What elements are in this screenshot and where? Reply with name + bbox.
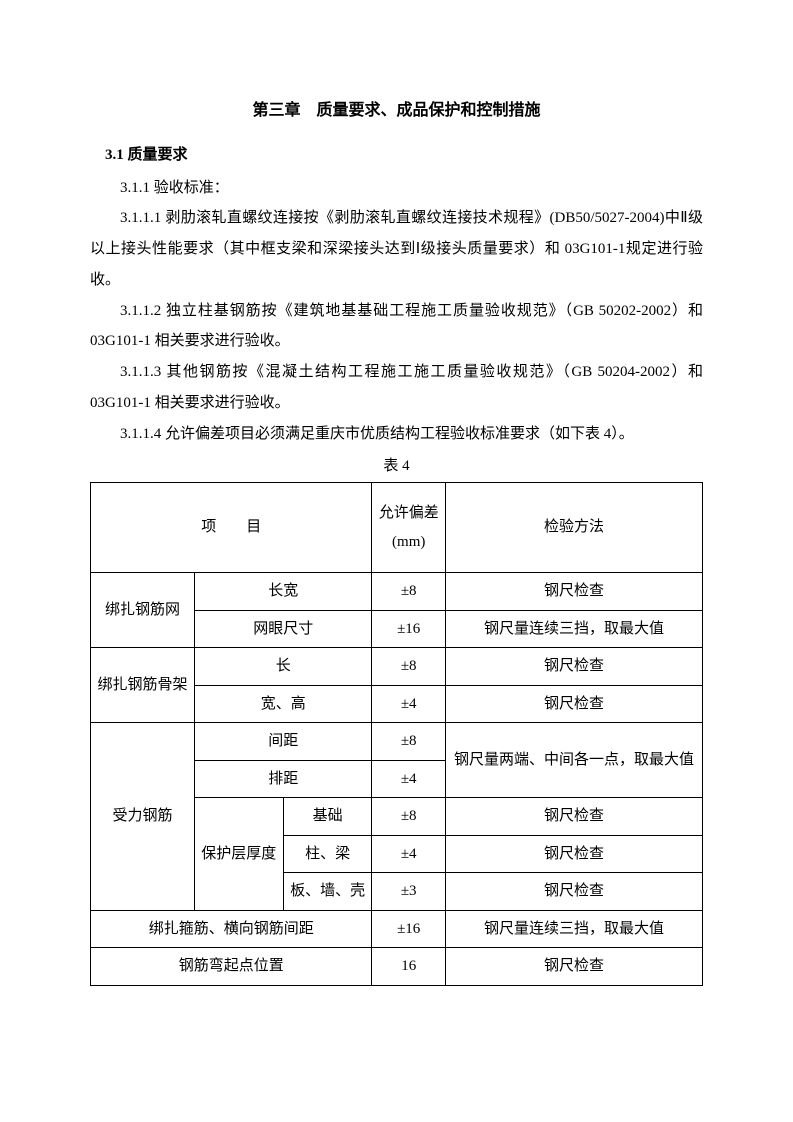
chapter-title: 第三章 质量要求、成品保护和控制措施 bbox=[90, 95, 703, 128]
cell-item: 长 bbox=[194, 648, 372, 686]
table-caption: 表 4 bbox=[90, 451, 703, 482]
cell-method: 钢尺检查 bbox=[445, 948, 702, 986]
header-deviation: 允许偏差 (mm) bbox=[372, 483, 445, 573]
table-row: 绑扎钢筋网 长宽 ±8 钢尺检查 bbox=[91, 573, 703, 611]
cell-method: 钢尺量连续三挡，取最大值 bbox=[445, 610, 702, 648]
para-3-1-1-3: 3.1.1.3 其他钢筋按《混凝土结构工程施工施工质量验收规范》（GB 5020… bbox=[90, 357, 703, 419]
table-row: 钢筋弯起点位置 16 钢尺检查 bbox=[91, 948, 703, 986]
cell-dev: ±8 bbox=[372, 798, 445, 836]
cell-dev: ±8 bbox=[372, 648, 445, 686]
cell-group1-label: 绑扎钢筋网 bbox=[91, 573, 195, 648]
cell-group5-label: 钢筋弯起点位置 bbox=[91, 948, 372, 986]
cell-group3-label: 受力钢筋 bbox=[91, 723, 195, 911]
cell-dev: ±4 bbox=[372, 685, 445, 723]
para-3-1-1-4: 3.1.1.4 允许偏差项目必须满足重庆市优质结构工程验收标准要求（如下表 4）… bbox=[90, 419, 703, 450]
section-title-3-1: 3.1 质量要求 bbox=[90, 140, 703, 171]
cell-method: 钢尺检查 bbox=[445, 873, 702, 911]
cell-item: 长宽 bbox=[194, 573, 372, 611]
cell-group4-label: 绑扎箍筋、横向钢筋间距 bbox=[91, 910, 372, 948]
cell-item: 网眼尺寸 bbox=[194, 610, 372, 648]
cell-dev: ±16 bbox=[372, 610, 445, 648]
para-3-1-1-1: 3.1.1.1 剥肋滚轧直螺纹连接按《剥肋滚轧直螺纹连接技术规程》(DB50/5… bbox=[90, 203, 703, 295]
cell-method: 钢尺量连续三挡，取最大值 bbox=[445, 910, 702, 948]
cell-method: 钢尺检查 bbox=[445, 573, 702, 611]
header-method: 检验方法 bbox=[445, 483, 702, 573]
table-header-row: 项 目 允许偏差 (mm) 检验方法 bbox=[91, 483, 703, 573]
cell-dev: ±8 bbox=[372, 573, 445, 611]
cell-item: 板、墙、壳 bbox=[283, 873, 372, 911]
cell-method: 钢尺检查 bbox=[445, 798, 702, 836]
cell-dev: ±4 bbox=[372, 760, 445, 798]
cell-dev: ±8 bbox=[372, 723, 445, 761]
cell-dev: ±16 bbox=[372, 910, 445, 948]
table-row: 受力钢筋 间距 ±8 钢尺量两端、中间各一点，取最大值 bbox=[91, 723, 703, 761]
cell-method: 钢尺检查 bbox=[445, 835, 702, 873]
cell-sub-label: 保护层厚度 bbox=[194, 798, 283, 911]
cell-dev: ±3 bbox=[372, 873, 445, 911]
cell-item: 基础 bbox=[283, 798, 372, 836]
cell-item: 排距 bbox=[194, 760, 372, 798]
cell-dev: 16 bbox=[372, 948, 445, 986]
table-row: 绑扎箍筋、横向钢筋间距 ±16 钢尺量连续三挡，取最大值 bbox=[91, 910, 703, 948]
header-item: 项 目 bbox=[91, 483, 372, 573]
cell-method: 钢尺检查 bbox=[445, 685, 702, 723]
cell-group2-label: 绑扎钢筋骨架 bbox=[91, 648, 195, 723]
cell-dev: ±4 bbox=[372, 835, 445, 873]
table-row: 绑扎钢筋骨架 长 ±8 钢尺检查 bbox=[91, 648, 703, 686]
cell-method: 钢尺量两端、中间各一点，取最大值 bbox=[445, 723, 702, 798]
cell-item: 柱、梁 bbox=[283, 835, 372, 873]
deviation-table: 项 目 允许偏差 (mm) 检验方法 绑扎钢筋网 长宽 ±8 钢尺检查 网眼尺寸… bbox=[90, 482, 703, 986]
cell-item: 宽、高 bbox=[194, 685, 372, 723]
cell-item: 间距 bbox=[194, 723, 372, 761]
cell-method: 钢尺检查 bbox=[445, 648, 702, 686]
para-3-1-1-2: 3.1.1.2 独立柱基钢筋按《建筑地基基础工程施工质量验收规范》（GB 502… bbox=[90, 296, 703, 358]
subsection-3-1-1: 3.1.1 验收标准： bbox=[90, 173, 703, 204]
